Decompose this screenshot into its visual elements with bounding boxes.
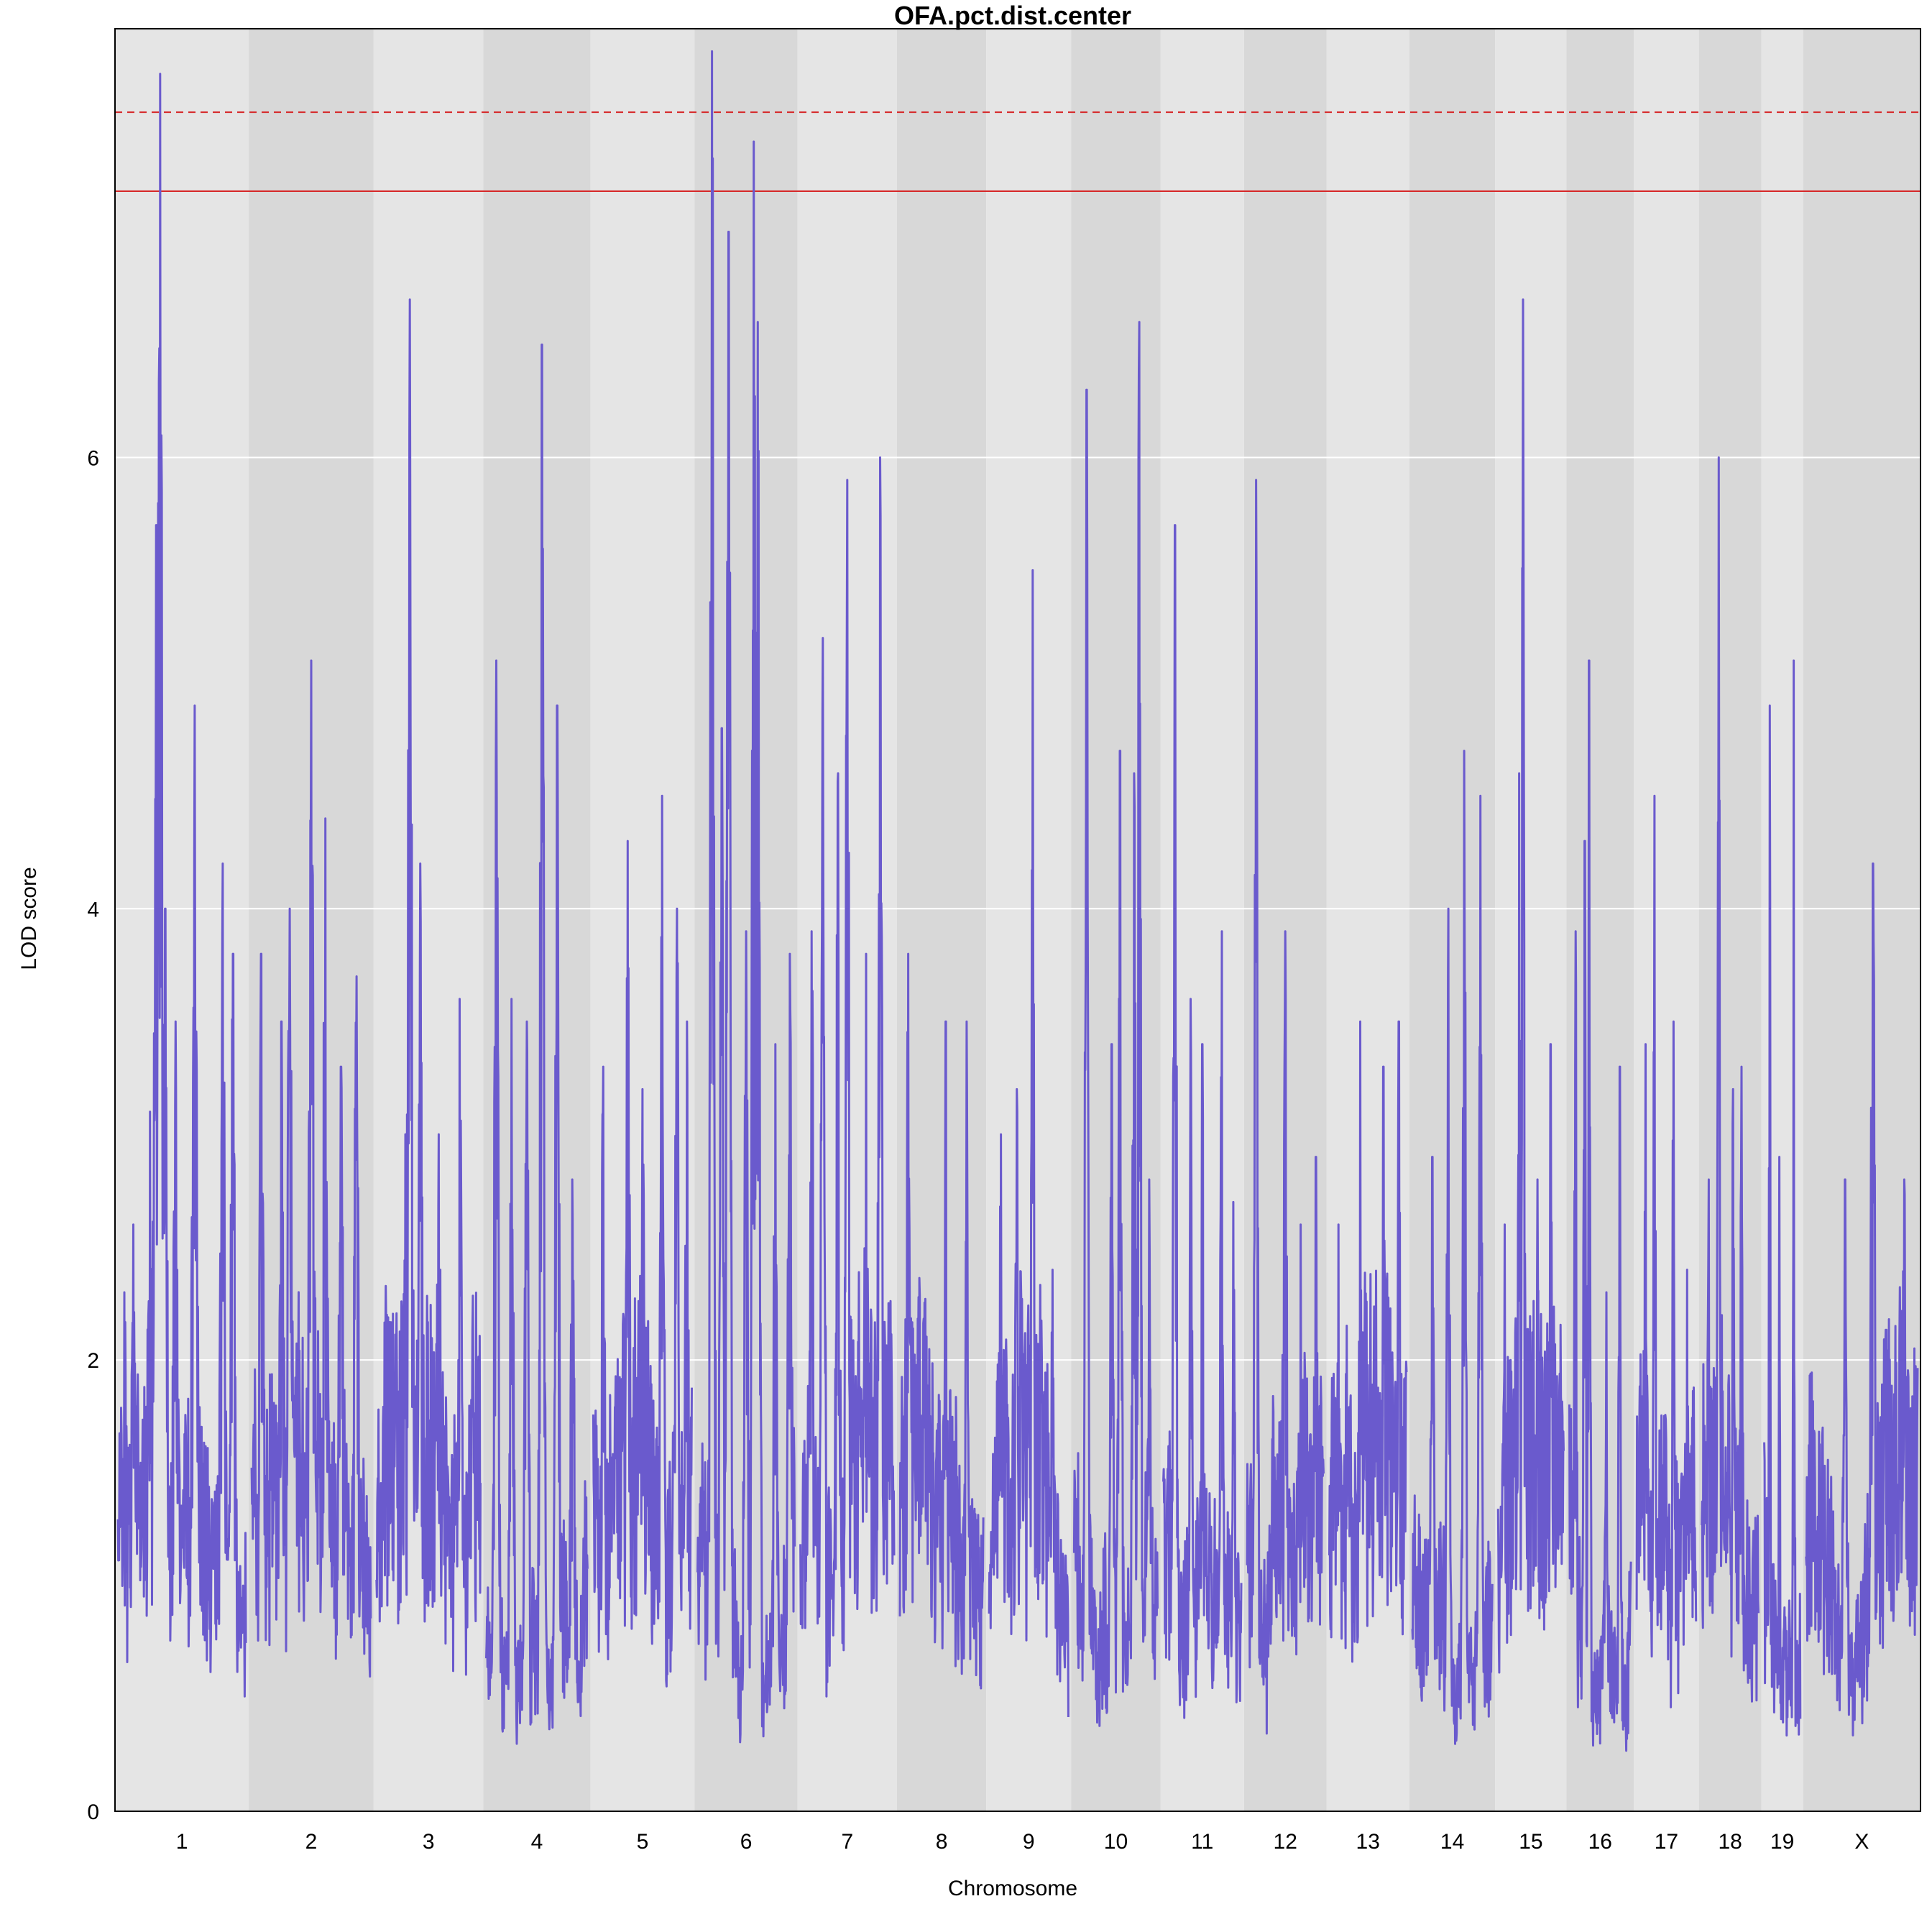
y-axis-ticks: 0 2 4 6	[87, 446, 99, 1824]
plot-frame	[114, 28, 1921, 1812]
lod-curve-chr-17	[1635, 794, 1698, 1708]
lod-curve-chr-14	[1411, 750, 1494, 1745]
lod-curve-chr-4	[485, 344, 589, 1745]
x-tick-label: 17	[1655, 1830, 1678, 1854]
x-tick-label: 3	[423, 1830, 435, 1854]
x-tick-label: 13	[1356, 1830, 1380, 1854]
lod-curve-chr-6	[696, 50, 796, 1744]
x-axis-ticks: 1 2 3 4 5 6 7 8 9 10 11 12 13 14 15 16 17 18 19 X	[176, 1830, 1869, 1854]
x-tick-label: 15	[1519, 1830, 1542, 1854]
y-axis-label: LOD score	[17, 867, 41, 970]
y-tick-label: 0	[87, 1800, 99, 1824]
x-tick-label: 18	[1718, 1830, 1742, 1854]
x-tick-label: 14	[1440, 1830, 1464, 1854]
lod-curve-chr-3	[375, 298, 482, 1676]
threshold-lines	[115, 111, 1920, 193]
lod-curve-chr-5	[592, 794, 693, 1688]
lod-curve-chr-12	[1246, 479, 1325, 1735]
x-tick-label: 5	[637, 1830, 649, 1854]
lod-curve-chr-18	[1701, 456, 1760, 1703]
lod-curve-chr-7	[799, 456, 896, 1698]
x-tick-label: 2	[305, 1830, 318, 1854]
x-tick-label: 10	[1104, 1830, 1128, 1854]
y-tick-label: 4	[87, 898, 99, 921]
lod-curve-chr-16	[1568, 659, 1632, 1752]
lod-curve-chr-15	[1496, 298, 1565, 1674]
x-tick-label: X	[1854, 1830, 1869, 1854]
x-axis-label: Chromosome	[948, 1877, 1077, 1900]
lod-curves	[116, 50, 1919, 1752]
chart-title: OFA.pct.dist.center	[894, 1, 1131, 30]
lod-curve-chr-10	[1072, 321, 1159, 1727]
lod-curve-chr-9	[988, 569, 1070, 1718]
lod-curve-chr-8	[898, 952, 985, 1690]
lod-curve-chr-13	[1328, 1020, 1408, 1663]
lod-curve-chr-19	[1763, 659, 1802, 1736]
lod-curve-chr-1	[116, 73, 247, 1698]
y-tick-label: 2	[87, 1349, 99, 1373]
x-tick-label: 19	[1770, 1830, 1794, 1854]
x-tick-label: 11	[1191, 1830, 1213, 1854]
x-tick-label: 1	[176, 1830, 188, 1854]
x-tick-label: 7	[841, 1830, 853, 1854]
x-tick-label: 12	[1274, 1830, 1297, 1854]
x-tick-label: 6	[740, 1830, 753, 1854]
lod-curve-chr-X	[1805, 862, 1919, 1736]
x-tick-label: 9	[1023, 1830, 1035, 1854]
y-tick-label: 6	[87, 446, 99, 470]
x-tick-label: 8	[936, 1830, 948, 1854]
lod-curve-chr-11	[1162, 524, 1243, 1719]
lod-curve-chr-2	[250, 659, 372, 1678]
x-tick-label: 4	[531, 1830, 543, 1854]
x-tick-label: 16	[1588, 1830, 1612, 1854]
